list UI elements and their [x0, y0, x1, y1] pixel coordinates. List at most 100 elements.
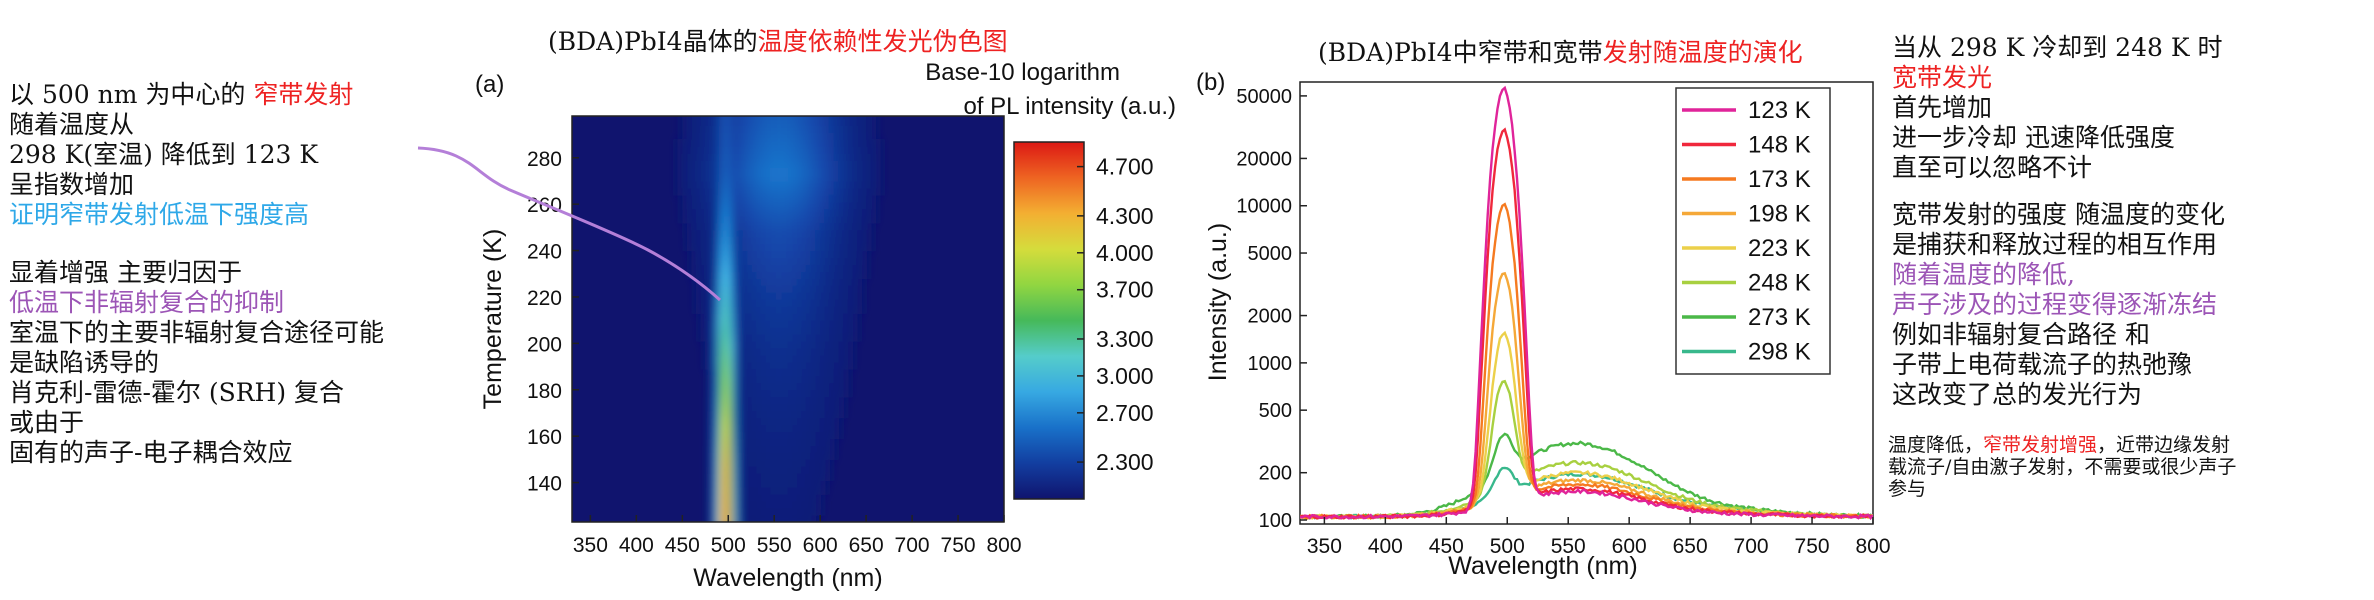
heatmap-cell: [709, 466, 716, 474]
heatmap-cell: [760, 250, 766, 259]
heatmap-cell: [861, 264, 867, 273]
heatmap-cell: [737, 508, 743, 516]
heatmap-cell: [686, 243, 693, 252]
heatmap-cell: [788, 257, 794, 266]
heatmap-cell: [833, 146, 840, 154]
heatmap-cell: [792, 264, 798, 273]
heatmap-cell: [783, 208, 789, 217]
heatmap-cell: [747, 522, 752, 530]
heatmap-cell: [765, 222, 771, 231]
heatmap-cell: [719, 480, 725, 488]
heatmap-cell: [696, 180, 702, 189]
heatmap-title-prefix: (BDA)PbI4晶体的: [548, 27, 758, 56]
heatmap-cell: [815, 194, 821, 203]
heatmap-cell: [723, 194, 729, 203]
heatmap-cell: [829, 341, 835, 349]
heatmap-cell: [806, 382, 812, 391]
heatmap-cell: [788, 361, 794, 370]
heatmap-cell: [833, 236, 840, 245]
heatmap-cell: [806, 208, 812, 217]
heatmap-cell: [719, 104, 724, 112]
heatmap-cell: [723, 187, 729, 196]
right-note-p3-highlight: 窄带发射增强: [1983, 434, 2098, 456]
heatmap-cell: [778, 299, 785, 307]
heatmap-cell: [714, 327, 720, 335]
heatmap-cell: [696, 229, 702, 238]
heatmap-cell: [847, 334, 853, 342]
heatmap-cell: [769, 146, 775, 154]
heatmap-cell: [732, 327, 739, 335]
heatmap-cell: [797, 382, 803, 391]
heatmap-cell: [732, 139, 739, 147]
heatmap-cell: [774, 271, 780, 279]
heatmap-cell: [709, 194, 716, 203]
line-ytick-label: 50000: [1236, 86, 1292, 108]
heatmap-cell: [820, 341, 826, 349]
heatmap-cell: [838, 215, 844, 224]
heatmap-cell: [797, 466, 803, 474]
heatmap-cell: [797, 410, 803, 419]
heatmap-cell: [810, 313, 817, 321]
heatmap-cell: [737, 118, 743, 126]
line-ytick-label: 500: [1259, 400, 1292, 422]
heatmap-cell: [677, 139, 683, 147]
heatmap-cell: [815, 473, 821, 481]
heatmap-cell: [760, 222, 766, 231]
heatmap-cell: [788, 271, 794, 279]
heatmap-ytick-label: 220: [527, 287, 562, 310]
heatmap-cell: [797, 118, 803, 126]
heatmap-cell: [769, 278, 775, 286]
heatmap-cell: [792, 180, 798, 189]
heatmap-title-highlight: 温度依赖性发光伪色图: [757, 27, 1008, 56]
heatmap-cell: [829, 452, 835, 460]
heatmap-cell: [838, 160, 844, 168]
heatmap-cell: [778, 382, 785, 391]
heatmap-cell: [714, 222, 720, 231]
right-notes-block1: 当从 298 K 冷却到 248 K 时 宽带发光 首先增加 进一步冷却 迅速降…: [1892, 33, 2222, 183]
heatmap-cell: [815, 382, 821, 391]
heatmap-cell: [824, 271, 830, 279]
heatmap-cell: [810, 243, 817, 252]
heatmap-cell: [765, 229, 771, 238]
heatmap-cell: [737, 487, 743, 495]
heatmap-cell: [861, 229, 867, 238]
heatmap-cell: [778, 222, 785, 231]
heatmap-cell: [714, 368, 720, 377]
heatmap-cell: [723, 438, 729, 447]
heatmap-cell: [788, 201, 794, 210]
heatmap-cell: [696, 146, 702, 154]
heatmap-cell: [861, 194, 867, 203]
heatmap-cell: [774, 116, 780, 119]
heatmap-cell: [746, 403, 752, 412]
heatmap-cell: [788, 118, 794, 126]
heatmap-cell: [792, 299, 798, 307]
heatmap-cell: [719, 403, 725, 412]
heatmap-cell: [778, 348, 785, 356]
heatmap-cell: [719, 278, 725, 286]
heatmap-cell: [861, 146, 867, 154]
heatmap-cell: [769, 320, 775, 328]
heatmap-cell: [774, 375, 780, 384]
heatmap-cell: [765, 452, 771, 460]
heatmap-cell: [797, 125, 803, 133]
heatmap-cell: [783, 445, 789, 453]
heatmap-cell: [783, 389, 789, 398]
heatmap-cell: [732, 125, 739, 133]
heatmap-cell: [843, 327, 849, 335]
heatmap-cell: [760, 375, 766, 384]
heatmap-cell: [843, 368, 849, 377]
heatmap-cell: [797, 389, 803, 398]
heatmap-cell: [806, 320, 812, 328]
heatmap-cell: [875, 167, 881, 175]
heatmap-cell: [751, 250, 757, 259]
heatmap-cell: [723, 396, 729, 405]
heatmap-cell: [732, 264, 739, 273]
heatmap-cell: [801, 494, 807, 502]
heatmap-cell: [838, 368, 844, 377]
heatmap-cell: [769, 118, 775, 126]
heatmap-cell: [714, 153, 720, 161]
heatmap-cell: [847, 264, 853, 273]
heatmap-cell: [751, 375, 757, 384]
heatmap-cell: [700, 118, 706, 126]
heatmap-cell: [788, 306, 794, 314]
